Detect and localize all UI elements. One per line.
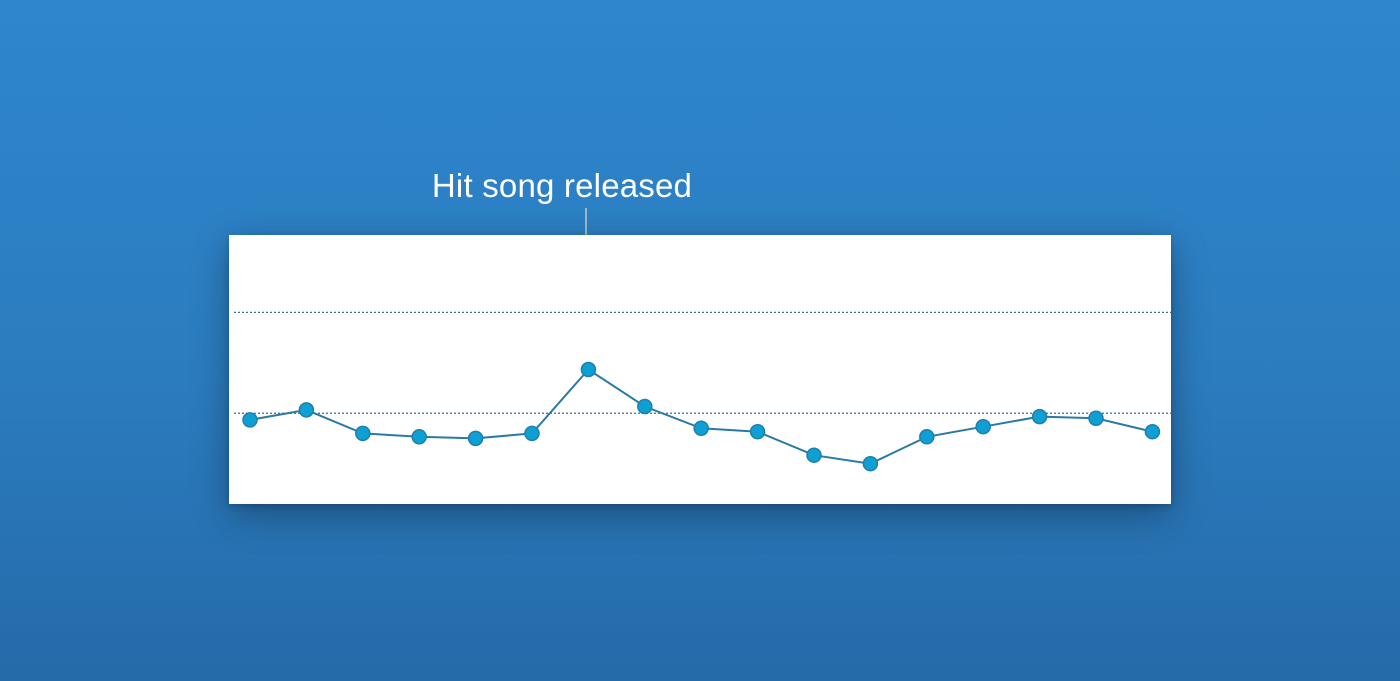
data-point-2 (298, 402, 315, 418)
chart-card (229, 235, 1171, 504)
data-point-1 (242, 412, 258, 428)
data-point-14 (975, 418, 991, 435)
data-point-15 (1031, 408, 1048, 425)
data-point-12 (862, 455, 879, 472)
data-point-10 (749, 423, 766, 440)
annotation-text: Hit song released (431, 167, 693, 204)
data-point-11 (806, 447, 822, 463)
data-point-7 (580, 361, 597, 378)
data-point-8 (637, 398, 653, 415)
data-point-17 (1144, 423, 1161, 440)
data-point-4 (411, 429, 427, 445)
line-chart (234, 311, 1171, 472)
data-point-3 (355, 425, 371, 442)
data-point-16 (1088, 410, 1104, 427)
series-line (249, 368, 1153, 465)
data-point-9 (693, 420, 709, 437)
data-point-5 (467, 430, 484, 447)
data-point-6 (524, 425, 540, 442)
data-point-13 (919, 429, 935, 445)
